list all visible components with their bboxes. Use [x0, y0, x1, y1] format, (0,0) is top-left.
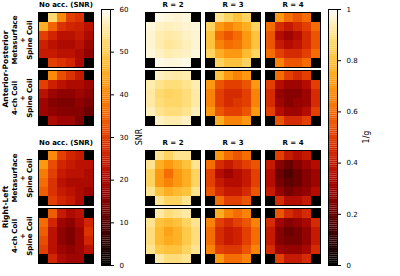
html-text:Spine Coil: Spine Coil [26, 20, 35, 60]
html-text:Spine Coil: Spine Coil [26, 158, 35, 198]
svg-text:0.4: 0.4 [347, 159, 359, 167]
svg-text:0.6: 0.6 [347, 108, 359, 116]
html-text:No acc. (SNR): No acc. (SNR) [39, 139, 93, 147]
svg-text:10: 10 [120, 219, 129, 227]
html-text:R = 4: R = 4 [282, 1, 304, 9]
html-text:R = 2: R = 2 [162, 139, 184, 147]
html-text:Metasurface: Metasurface [11, 153, 20, 203]
html-text:4-ch Coil: 4-ch Coil [11, 81, 20, 115]
html-text:Metasurface: Metasurface [11, 15, 20, 65]
svg-text:0: 0 [347, 262, 351, 270]
html-text:No acc. (SNR): No acc. (SNR) [39, 1, 93, 9]
html-text:Right-Left: Right-Left [0, 185, 10, 229]
svg-text:20: 20 [120, 176, 129, 184]
html-text:R = 3: R = 3 [222, 1, 244, 9]
html-text:R = 2: R = 2 [162, 1, 184, 9]
html-text:R = 3: R = 3 [222, 139, 244, 147]
html-text:SNR: SNR [134, 128, 144, 146]
html-text:4-ch Coil: 4-ch Coil [11, 219, 20, 253]
svg-text:0.8: 0.8 [347, 57, 358, 65]
svg-text:0: 0 [120, 262, 124, 270]
html-text:Anterior-Posterior: Anterior-Posterior [0, 30, 10, 108]
html-text:1/g: 1/g [361, 130, 371, 144]
svg-text:60: 60 [120, 6, 129, 14]
svg-text:50: 50 [120, 48, 129, 56]
html-text:Spine Coil: Spine Coil [26, 216, 35, 256]
svg-text:1: 1 [347, 6, 351, 14]
svg-text:40: 40 [120, 91, 129, 99]
html-text:Spine Coil: Spine Coil [26, 78, 35, 118]
svg-text:0.2: 0.2 [347, 211, 358, 219]
html-text:R = 4: R = 4 [282, 139, 304, 147]
svg-text:30: 30 [120, 134, 129, 142]
